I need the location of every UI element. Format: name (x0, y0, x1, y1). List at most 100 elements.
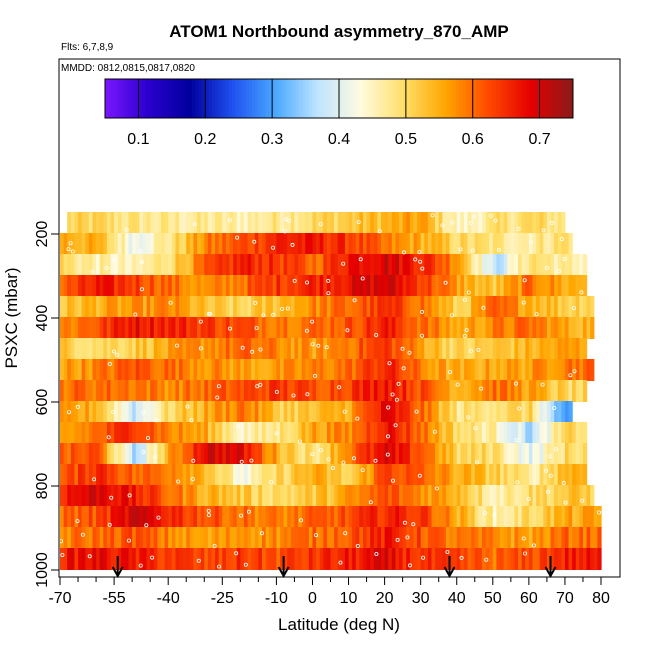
heatmap-cell (489, 296, 494, 318)
heatmap-cell (175, 422, 180, 444)
heatmap-cell (399, 527, 404, 549)
heatmap-cell (171, 275, 177, 297)
heatmap-cell (330, 506, 335, 528)
heatmap-cell (539, 422, 544, 444)
heatmap-cell (204, 464, 209, 486)
colorbar-swatch (125, 79, 129, 118)
heatmap-cell (521, 506, 526, 528)
heatmap-cell (453, 317, 458, 339)
heatmap-cell (518, 254, 523, 276)
heatmap-cell (103, 380, 108, 402)
heatmap-cell (579, 380, 584, 402)
heatmap-cell (276, 254, 281, 276)
sample-point (492, 513, 497, 518)
heatmap-cell (312, 401, 317, 423)
heatmap-cell (70, 359, 76, 381)
heatmap-cell (344, 317, 350, 339)
sample-point (212, 544, 217, 549)
heatmap-cell (474, 254, 479, 276)
heatmap-cell (467, 422, 472, 444)
colorbar-swatch (158, 79, 163, 118)
heatmap-cell (139, 359, 144, 381)
profile-arrow (277, 556, 290, 579)
heatmap-cell (258, 233, 263, 255)
heatmap-cell (114, 485, 119, 507)
heatmap-cell (492, 527, 498, 549)
heatmap-cell (99, 422, 104, 444)
heatmap-cell (481, 275, 487, 297)
heatmap-cell (225, 380, 231, 402)
heatmap-cell (510, 254, 516, 276)
heatmap-cell (298, 338, 303, 360)
heatmap-cell (261, 212, 267, 234)
heatmap-cell (236, 443, 241, 465)
heatmap-cell (189, 506, 195, 528)
y-tick-label: 400 (34, 305, 51, 332)
heatmap-cell (60, 380, 65, 402)
heatmap-cell (384, 464, 389, 486)
heatmap-cell (258, 275, 263, 297)
heatmap-cell (564, 464, 570, 486)
heatmap-cell (160, 464, 166, 486)
heatmap-cell (150, 506, 155, 528)
heatmap-cell (341, 485, 346, 507)
heatmap-cell (157, 275, 162, 297)
colorbar-swatch (165, 79, 170, 118)
heatmap-cell (88, 254, 94, 276)
heatmap-cell (474, 212, 479, 234)
heatmap-cell (402, 464, 407, 486)
heatmap-cell (536, 380, 541, 402)
x-tick-label: -40 (157, 590, 180, 607)
heatmap-cell (63, 464, 68, 486)
heatmap-cell (355, 233, 360, 255)
heatmap-cell (139, 317, 144, 339)
heatmap-cell (377, 254, 382, 276)
heatmap-cell (478, 464, 483, 486)
heatmap-cell (492, 443, 498, 465)
heatmap-cell (536, 296, 541, 318)
heatmap-cell (294, 485, 299, 507)
heatmap-cell (532, 296, 537, 318)
sample-point (144, 523, 149, 528)
heatmap-cell (326, 296, 332, 318)
heatmap-cell (471, 401, 476, 423)
heatmap-cell (175, 296, 180, 318)
heatmap-cell (420, 338, 425, 360)
heatmap-cell (582, 443, 588, 465)
colorbar-swatch (312, 79, 317, 118)
heatmap-cell (344, 485, 350, 507)
heatmap-cell (323, 443, 328, 465)
heatmap-cell (200, 485, 205, 507)
heatmap-cell (276, 401, 281, 423)
heatmap-cell (467, 233, 472, 255)
heatmap-cell (114, 296, 119, 318)
heatmap-cell (186, 338, 191, 360)
heatmap-cell (586, 506, 591, 528)
heatmap-cell (243, 485, 249, 507)
heatmap-cell (258, 338, 263, 360)
heatmap-cell (326, 548, 332, 570)
heatmap-cell (164, 464, 169, 486)
heatmap-cell (442, 359, 447, 381)
heatmap-cell (514, 464, 519, 486)
heatmap-cell (261, 296, 267, 318)
heatmap-cell (106, 401, 112, 423)
heatmap-cell (395, 275, 400, 297)
heatmap-cell (323, 506, 328, 528)
heatmap-cell (377, 317, 382, 339)
heatmap-cell (96, 422, 101, 444)
heatmap-cell (507, 527, 512, 549)
heatmap-cell (319, 296, 324, 318)
heatmap-cell (355, 275, 360, 297)
heatmap-cell (287, 464, 292, 486)
heatmap-cell (409, 464, 415, 486)
heatmap-cell (225, 338, 231, 360)
heatmap-cell (121, 296, 126, 318)
heatmap-cell (124, 254, 130, 276)
heatmap-cell (287, 338, 292, 360)
heatmap-cell (525, 380, 530, 402)
sample-point (386, 405, 391, 410)
heatmap-cell (442, 338, 447, 360)
heatmap-cell (388, 212, 393, 234)
heatmap-cell (456, 401, 461, 423)
